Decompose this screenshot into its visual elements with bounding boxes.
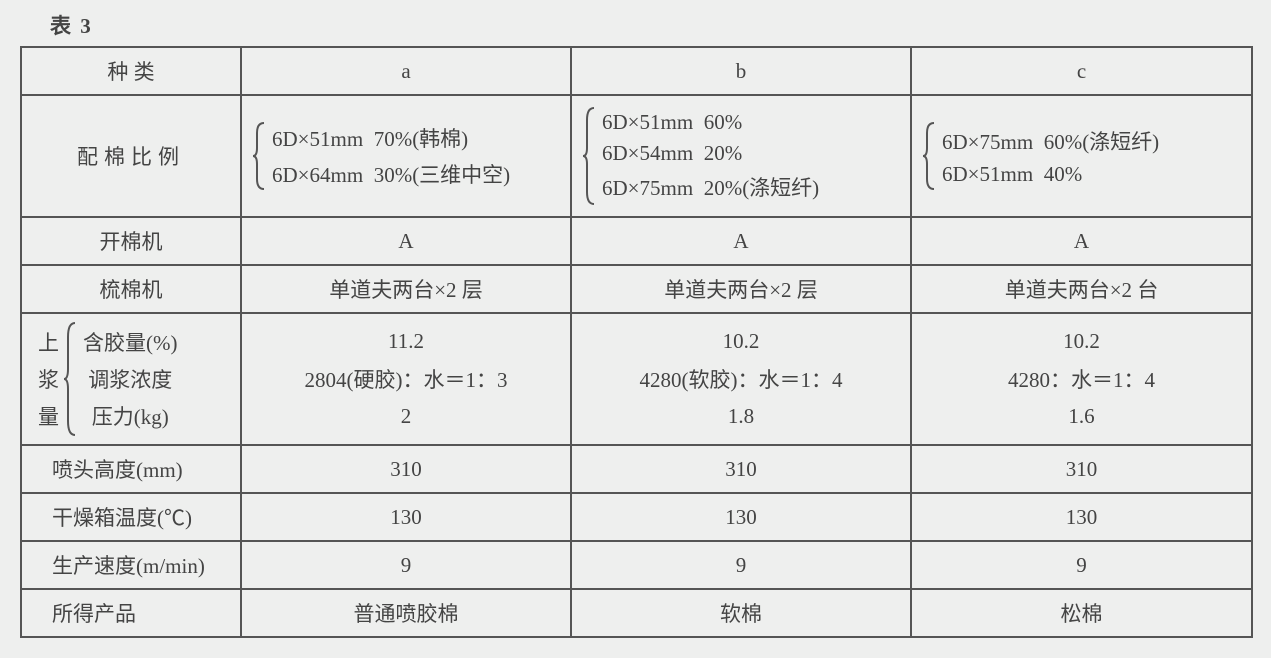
note: (涤短纤) <box>742 176 819 200</box>
note: (涤短纤) <box>1082 130 1159 154</box>
table-row: 生产速度(m/min) 9 9 9 <box>21 541 1252 589</box>
pct: 20% <box>704 176 743 200</box>
ratio-c: 6D×75mm 60%(涤短纤) 6D×51mm 40% <box>911 95 1252 217</box>
spec: 6D×51mm <box>602 110 693 134</box>
spec: 6D×51mm <box>942 162 1033 186</box>
speed-label: 生产速度(m/min) <box>21 541 241 589</box>
speed-c: 9 <box>911 541 1252 589</box>
sizing-g0: 上 <box>38 327 61 357</box>
brace-icon <box>252 121 266 191</box>
dryer-label: 干燥箱温度(℃) <box>21 493 241 541</box>
table-row: 喷头高度(mm) 310 310 310 <box>21 445 1252 493</box>
table-caption: 表 3 <box>50 10 1251 40</box>
sizing-g1: 浆 <box>38 364 61 394</box>
header-type-label: 种 类 <box>107 60 154 84</box>
header-col-a: a <box>241 47 571 95</box>
table-row: 开棉机 A A A <box>21 217 1252 265</box>
carder-label: 梳棉机 <box>21 265 241 313</box>
opener-a: A <box>241 217 571 265</box>
header-col-b: b <box>571 47 911 95</box>
table-row: 上 浆 量 含胶量(%) 调浆浓度 压力(kg) 11.2 2804(硬胶)：水… <box>21 313 1252 445</box>
pct: 60% <box>1044 130 1083 154</box>
product-label: 所得产品 <box>21 589 241 637</box>
note: (韩棉) <box>412 127 468 151</box>
nozzle-c: 310 <box>911 445 1252 493</box>
sizing-a: 11.2 2804(硬胶)：水＝1：3 2 <box>241 313 571 445</box>
spec: 6D×64mm <box>272 163 363 187</box>
sizing-c: 10.2 4280：水＝1：4 1.6 <box>911 313 1252 445</box>
opener-c: A <box>911 217 1252 265</box>
product-b: 软棉 <box>571 589 911 637</box>
spec: 6D×54mm <box>602 141 693 165</box>
dryer-a: 130 <box>241 493 571 541</box>
header-type: 种 类 <box>21 47 241 95</box>
speed-a: 9 <box>241 541 571 589</box>
sizing-row2-label: 压力(kg) <box>83 401 177 431</box>
sizing-row0-label: 含胶量(%) <box>83 327 177 357</box>
carder-c: 单道夫两台×2 台 <box>911 265 1252 313</box>
pct: 20% <box>704 141 743 165</box>
sizing-g2: 量 <box>38 401 61 431</box>
table-row: 梳棉机 单道夫两台×2 层 单道夫两台×2 层 单道夫两台×2 台 <box>21 265 1252 313</box>
sizing-row1-label: 调浆浓度 <box>83 364 177 394</box>
data-table: 种 类 a b c 配棉比例 6D×51mm 70%(韩棉) 6D×64mm 3… <box>20 46 1253 638</box>
pct: 60% <box>704 110 743 134</box>
dryer-c: 130 <box>911 493 1252 541</box>
ratio-label: 配棉比例 <box>22 141 240 171</box>
val: 1.6 <box>912 404 1251 429</box>
table-row: 干燥箱温度(℃) 130 130 130 <box>21 493 1252 541</box>
pct: 30% <box>374 163 413 187</box>
brace-icon <box>63 319 77 439</box>
spec: 6D×75mm <box>602 176 693 200</box>
note: (三维中空) <box>412 163 510 187</box>
ratio-b: 6D×51mm 60% 6D×54mm 20% 6D×75mm 20%(涤短纤) <box>571 95 911 217</box>
sizing-b: 10.2 4280(软胶)：水＝1：4 1.8 <box>571 313 911 445</box>
spec: 6D×75mm <box>942 130 1033 154</box>
val: 4280(软胶)：水＝1：4 <box>572 364 910 394</box>
nozzle-b: 310 <box>571 445 911 493</box>
opener-label: 开棉机 <box>21 217 241 265</box>
header-col-c: c <box>911 47 1252 95</box>
product-a: 普通喷胶棉 <box>241 589 571 637</box>
sizing-label-cell: 上 浆 量 含胶量(%) 调浆浓度 压力(kg) <box>21 313 241 445</box>
val: 10.2 <box>912 329 1251 354</box>
val: 2 <box>242 404 570 429</box>
val: 10.2 <box>572 329 910 354</box>
val: 4280：水＝1：4 <box>912 364 1251 394</box>
speed-b: 9 <box>571 541 911 589</box>
pct: 40% <box>1044 162 1083 186</box>
product-c: 松棉 <box>911 589 1252 637</box>
opener-b: A <box>571 217 911 265</box>
carder-b: 单道夫两台×2 层 <box>571 265 911 313</box>
val: 1.8 <box>572 404 910 429</box>
val: 11.2 <box>242 329 570 354</box>
ratio-label-cell: 配棉比例 <box>21 95 241 217</box>
ratio-a: 6D×51mm 70%(韩棉) 6D×64mm 30%(三维中空) <box>241 95 571 217</box>
table-row: 所得产品 普通喷胶棉 软棉 松棉 <box>21 589 1252 637</box>
carder-a: 单道夫两台×2 层 <box>241 265 571 313</box>
spec: 6D×51mm <box>272 127 363 151</box>
table-row: 配棉比例 6D×51mm 70%(韩棉) 6D×64mm 30%(三维中空) 6… <box>21 95 1252 217</box>
val: 2804(硬胶)：水＝1：3 <box>242 364 570 394</box>
nozzle-a: 310 <box>241 445 571 493</box>
brace-icon <box>922 121 936 191</box>
brace-icon <box>582 106 596 206</box>
dryer-b: 130 <box>571 493 911 541</box>
pct: 70% <box>374 127 413 151</box>
nozzle-label: 喷头高度(mm) <box>21 445 241 493</box>
table-row: 种 类 a b c <box>21 47 1252 95</box>
